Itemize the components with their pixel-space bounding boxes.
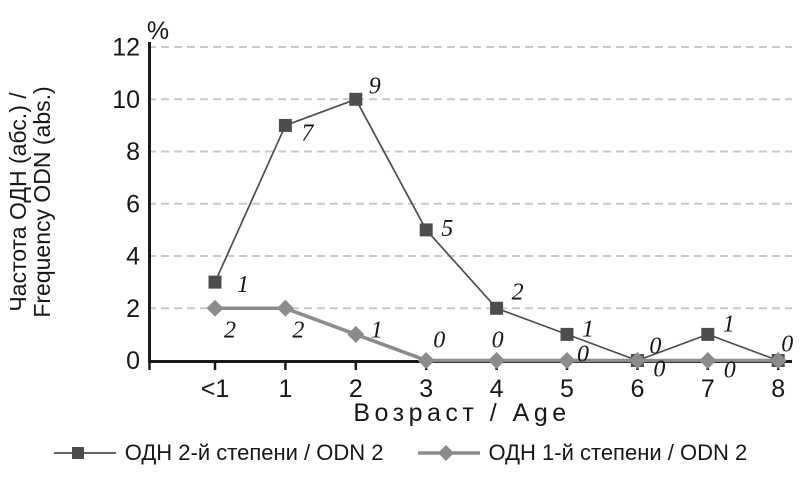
gridlines <box>148 46 792 310</box>
legend-diamond <box>437 445 454 461</box>
x-tick-label: 4 <box>490 375 504 403</box>
diamond-marker <box>417 352 435 369</box>
legend-diamond-marker-icon <box>417 445 480 461</box>
point-label: 0 <box>433 328 445 354</box>
point-label: 0 <box>649 334 661 360</box>
x-tick-label: 2 <box>349 375 363 403</box>
legend-label-odn1: ОДН 1-й степени / ODN 2 <box>488 440 748 465</box>
diamond-marker <box>488 352 506 369</box>
y-tick-label: 12 <box>112 34 140 62</box>
point-label: 0 <box>577 342 589 368</box>
y-tick-label: 10 <box>112 86 140 114</box>
x-tick-label: 5 <box>560 375 574 403</box>
diamond-marker <box>769 352 787 369</box>
legend-item-odn1: ОДН 1-й степени / ODN 2 <box>417 440 748 466</box>
y-axis-title-line1: Частота ОДН (абс.) / <box>5 92 31 312</box>
diamond-marker <box>206 299 224 317</box>
point-label: 1 <box>371 317 383 343</box>
point-label: 0 <box>653 357 665 383</box>
y-axis-unit-label: % <box>147 17 169 45</box>
diamond-marker <box>699 352 717 369</box>
point-label: 0 <box>781 332 793 358</box>
square-marker <box>278 118 292 132</box>
y-tick-label: 4 <box>126 243 140 271</box>
legend: ОДН 2-й степени / ODN 2 ОДН 1-й степени … <box>0 440 801 466</box>
legend-item-odn2: ОДН 2-й степени / ODN 2 <box>53 440 384 466</box>
square-marker <box>560 327 574 341</box>
legend-square-marker-icon <box>53 447 116 459</box>
y-tick-label: 6 <box>126 190 140 218</box>
axes <box>148 42 792 370</box>
point-label: 2 <box>292 317 304 343</box>
y-axis-title-line2: Frequency ODN (abs.) <box>29 86 55 317</box>
diamond-marker <box>347 325 365 343</box>
x-tick-label: <1 <box>201 375 230 403</box>
legend-label-odn2: ОДН 2-й степени / ODN 2 <box>124 440 384 465</box>
diamond-marker <box>558 352 576 369</box>
diamond-marker <box>628 352 646 369</box>
x-tick-label: 6 <box>630 375 644 403</box>
square-marker <box>490 301 504 315</box>
point-label: 7 <box>301 120 314 146</box>
square-marker <box>349 92 363 106</box>
point-label: 2 <box>224 317 236 343</box>
point-label: 9 <box>369 73 381 99</box>
point-label: 2 <box>512 279 524 305</box>
diamond-marker <box>276 299 294 317</box>
y-tick-label: 8 <box>126 138 140 166</box>
x-tick-label: 3 <box>419 375 433 403</box>
point-label: 0 <box>724 358 736 384</box>
point-label: 5 <box>441 216 453 242</box>
x-tick-label: 7 <box>701 375 715 403</box>
square-marker <box>208 275 222 289</box>
y-tick-label: 0 <box>126 347 140 375</box>
square-marker <box>419 223 433 237</box>
x-axis-title: Возраст / Age <box>353 399 570 427</box>
point-label: 1 <box>582 316 594 342</box>
square-marker <box>701 327 715 341</box>
legend-square <box>71 447 84 459</box>
point-label: 1 <box>237 272 249 298</box>
x-tick-label: 1 <box>278 375 292 403</box>
y-tick-label: 2 <box>126 295 140 323</box>
x-tick-label: 8 <box>771 375 785 403</box>
point-label: 0 <box>492 328 504 354</box>
point-label: 1 <box>723 311 735 337</box>
